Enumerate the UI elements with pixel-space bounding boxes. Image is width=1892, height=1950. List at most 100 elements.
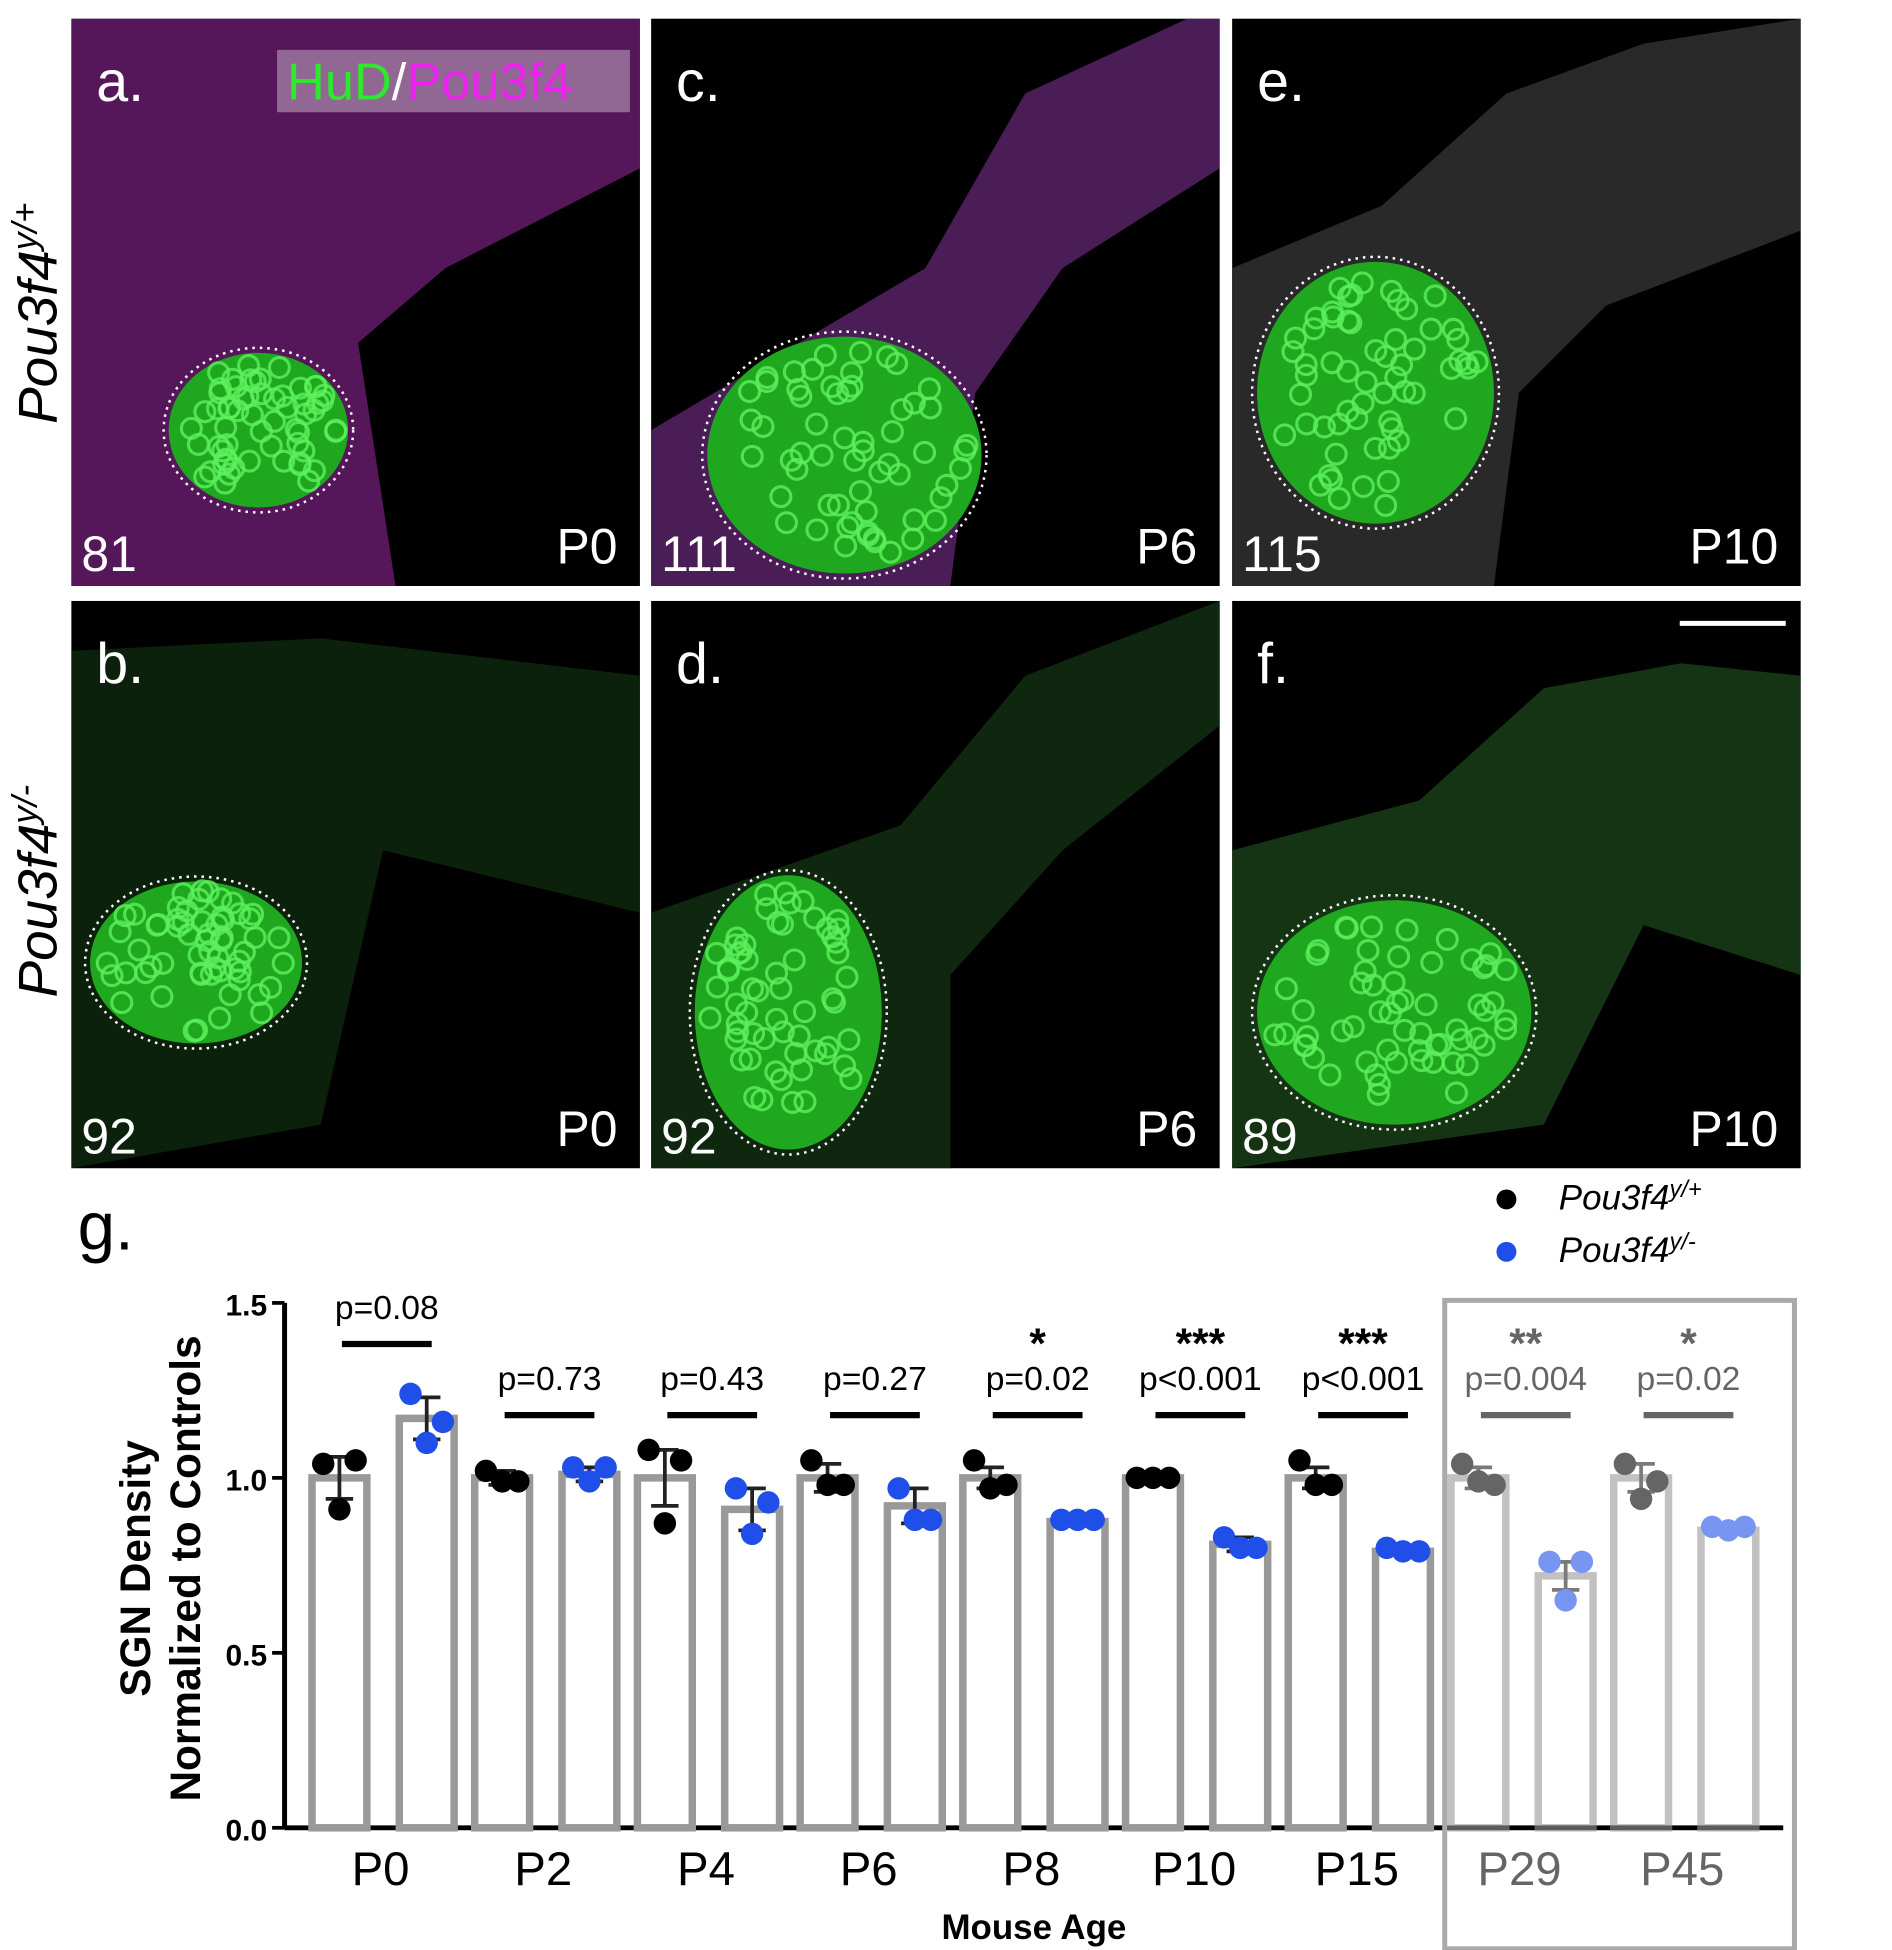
neuron (108, 920, 132, 944)
neuron (193, 400, 217, 424)
neuron (913, 440, 937, 464)
significance-stars: * (1680, 1320, 1697, 1367)
data-point (1320, 1473, 1344, 1497)
data-point (328, 1498, 351, 1521)
neuron (287, 420, 311, 444)
neuron (1435, 927, 1459, 951)
y-tick-label: 0.5 (226, 1639, 268, 1672)
panel-label: b. (96, 632, 144, 696)
legend-sup: y/+ (1667, 1177, 1701, 1203)
neuron (733, 933, 757, 957)
neuron (267, 355, 291, 380)
row-label: Pou3f4y/- (5, 785, 68, 998)
neuron (1374, 493, 1398, 517)
neuron (755, 369, 779, 394)
significance-stars: *** (1176, 1320, 1226, 1367)
neuron (1295, 1025, 1319, 1049)
panel-label: c. (676, 50, 721, 114)
data-point (1157, 1466, 1181, 1490)
neuron-count: 81 (81, 526, 136, 582)
p-value: p=0.27 (823, 1361, 927, 1398)
data-point (903, 1508, 927, 1532)
neuron (1339, 311, 1363, 335)
data-point (490, 1470, 514, 1493)
bar (883, 1502, 946, 1832)
data-point (474, 1459, 498, 1483)
data-point (344, 1449, 367, 1472)
panel-label: f. (1257, 632, 1289, 696)
neuron (805, 412, 829, 436)
neuron (1473, 998, 1497, 1022)
neuron (789, 441, 813, 465)
data-point (1391, 1540, 1415, 1563)
neuron (1273, 423, 1297, 447)
bar (1046, 1517, 1109, 1832)
neuron (880, 420, 904, 444)
data-point (1407, 1540, 1431, 1563)
data-point (1288, 1449, 1311, 1472)
bar (395, 1414, 458, 1832)
stain-label: HuD/Pou3f4 (287, 54, 572, 112)
neuron (820, 375, 844, 399)
neuron (259, 975, 283, 999)
neuron (1336, 359, 1360, 383)
p-value: p=0.004 (1464, 1361, 1587, 1398)
neuron (826, 493, 850, 517)
neuron (790, 1058, 814, 1082)
neuron (1410, 1049, 1434, 1073)
neuron (1465, 350, 1489, 374)
x-axis-title: Mouse Age (941, 1908, 1126, 1947)
data-point (1538, 1550, 1561, 1574)
neuron (1351, 474, 1375, 499)
bar (308, 1474, 371, 1832)
neuron (228, 902, 252, 926)
neuron (769, 1068, 793, 1092)
x-tick-label: P0 (352, 1843, 410, 1896)
neuron (1441, 317, 1465, 341)
data-point (312, 1452, 335, 1476)
neuron (209, 887, 233, 911)
neuron (698, 1006, 722, 1030)
data-point (1141, 1466, 1165, 1490)
neuron (836, 515, 860, 539)
neuron (705, 941, 729, 965)
neuron (199, 962, 223, 986)
chart: 0.0 0.5 1.0 1.5 SGN Density Normalized to Con… (112, 1177, 1797, 1950)
neuron (854, 499, 878, 524)
neuron (1419, 317, 1443, 341)
category-group: P29 p=0.004** (1447, 1320, 1597, 1896)
neuron (288, 376, 312, 400)
neuron (770, 912, 795, 936)
data-point (1613, 1452, 1637, 1476)
neuron (1384, 1050, 1408, 1074)
data-point (1629, 1487, 1653, 1511)
ganglion-outline (688, 869, 889, 1156)
ganglion-outline (83, 875, 309, 1050)
panel-label: d. (676, 632, 724, 696)
data-point (1212, 1526, 1236, 1549)
micrograph: f. 89 P10 (1232, 600, 1801, 1169)
row-label-text: Pou3f4 (6, 824, 68, 998)
micrograph: c. 111 P6 (651, 18, 1220, 586)
neuron (1294, 1033, 1318, 1057)
neuron (1312, 415, 1336, 439)
p-value: p=0.43 (660, 1361, 764, 1398)
data-point (431, 1410, 455, 1434)
p-value: p=0.02 (986, 1361, 1090, 1398)
p-value: p<0.001 (1139, 1361, 1262, 1398)
neuron (839, 1067, 863, 1091)
bar (1284, 1474, 1347, 1832)
legend-sup: y/- (1667, 1229, 1695, 1255)
p-value: p=0.02 (1637, 1361, 1741, 1398)
panel-age: P6 (1136, 1101, 1197, 1157)
neuron (1364, 339, 1388, 363)
row-label-sup: y/+ (5, 203, 44, 253)
data-point (1125, 1466, 1148, 1490)
data-point (415, 1431, 438, 1455)
neuron (935, 473, 959, 497)
neuron (705, 975, 729, 999)
micrograph: d. 92 P6 (651, 600, 1220, 1169)
data-point (507, 1470, 530, 1493)
category-group: P15 p<0.001*** (1284, 1320, 1435, 1896)
